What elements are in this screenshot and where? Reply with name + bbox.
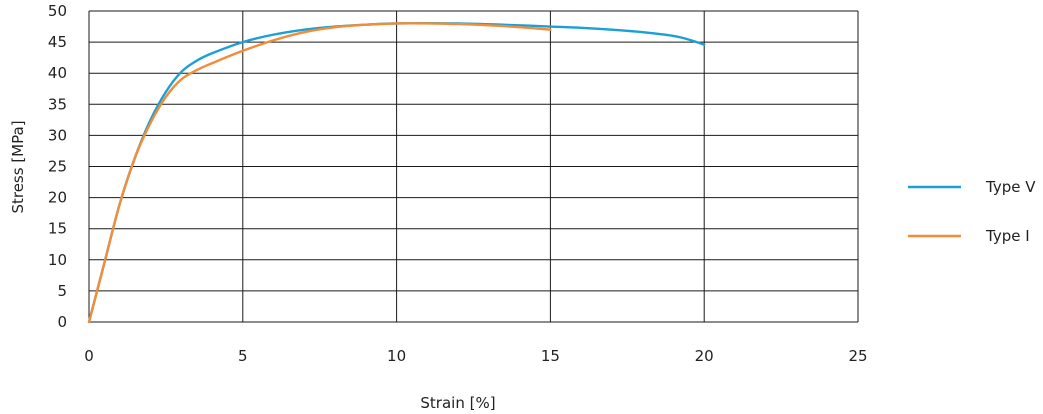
y-tick-label: 0 bbox=[57, 313, 67, 331]
y-tick-label: 25 bbox=[48, 158, 67, 176]
x-tick-label: 25 bbox=[848, 347, 867, 365]
series-lines bbox=[87, 22, 706, 324]
x-tick-label: 15 bbox=[541, 347, 560, 365]
y-tick-label: 35 bbox=[48, 95, 67, 113]
series-line-type-v bbox=[87, 22, 706, 324]
x-tick-label: 5 bbox=[238, 347, 248, 365]
legend-label: Type V bbox=[985, 178, 1036, 196]
legend: Type V Type I bbox=[908, 178, 1036, 245]
y-tick-label: 5 bbox=[57, 282, 67, 300]
y-axis-ticks: 0 5 10 15 20 25 30 35 40 45 50 bbox=[48, 2, 67, 331]
legend-label: Type I bbox=[985, 227, 1030, 245]
x-tick-label: 20 bbox=[695, 347, 714, 365]
x-axis-ticks: 0 5 10 15 20 25 bbox=[84, 347, 867, 365]
y-tick-label: 45 bbox=[48, 33, 67, 51]
y-tick-label: 10 bbox=[48, 251, 67, 269]
x-tick-label: 10 bbox=[387, 347, 406, 365]
y-tick-label: 50 bbox=[48, 2, 67, 20]
x-tick-label: 0 bbox=[84, 347, 94, 365]
chart-grid bbox=[88, 10, 859, 323]
y-tick-label: 30 bbox=[48, 126, 67, 144]
y-tick-label: 20 bbox=[48, 189, 67, 207]
series-line-type-i bbox=[87, 22, 552, 324]
y-tick-label: 40 bbox=[48, 64, 67, 82]
x-axis-label: Strain [%] bbox=[420, 394, 495, 412]
y-axis-label: Stress [MPa] bbox=[9, 120, 27, 213]
y-tick-label: 15 bbox=[48, 220, 67, 238]
